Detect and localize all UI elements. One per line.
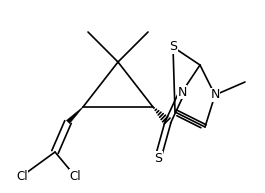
Text: N: N: [210, 89, 220, 102]
Text: Cl: Cl: [16, 169, 28, 183]
Text: N: N: [177, 85, 187, 98]
Text: S: S: [169, 41, 177, 53]
Text: S: S: [154, 152, 162, 164]
Text: Cl: Cl: [69, 169, 81, 183]
Polygon shape: [67, 107, 83, 124]
